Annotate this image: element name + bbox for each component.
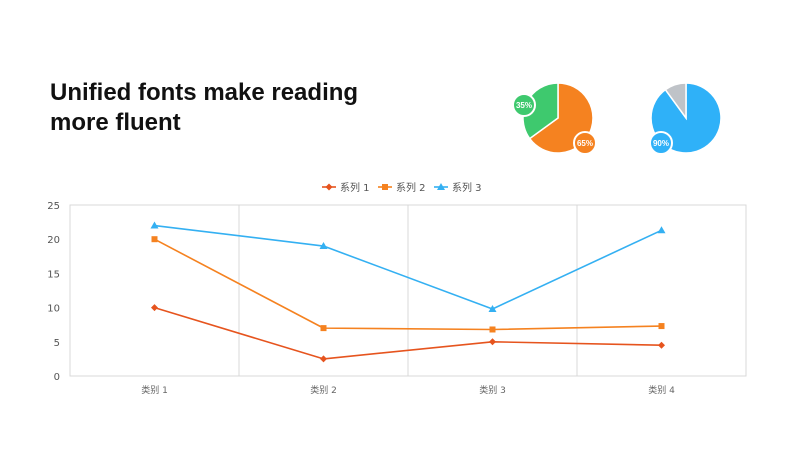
data-point — [151, 304, 158, 312]
pie-label-badge — [649, 131, 673, 155]
data-point — [489, 326, 496, 333]
legend-label: 系列 1 — [340, 181, 370, 194]
pie-slice-label: 65% — [577, 139, 593, 148]
legend-label: 系列 2 — [396, 181, 426, 194]
pie-slice-label: 35% — [516, 101, 532, 110]
data-point — [658, 341, 665, 349]
data-point — [150, 221, 159, 229]
x-tick-label: 类别 2 — [310, 384, 337, 396]
y-tick-label: 25 — [47, 201, 60, 212]
legend-marker — [325, 183, 333, 191]
data-point — [320, 325, 327, 332]
x-tick-label: 类别 4 — [648, 384, 675, 396]
series-line — [154, 238, 662, 331]
y-tick-label: 5 — [54, 338, 60, 349]
data-point — [488, 304, 497, 312]
y-tick-label: 15 — [47, 269, 60, 280]
data-point — [319, 242, 328, 250]
x-tick-label: 类别 3 — [479, 384, 506, 396]
pie-label-badge — [512, 93, 536, 117]
series-line — [154, 306, 662, 360]
series-line — [154, 224, 662, 310]
pie-slice-label: 90% — [653, 139, 669, 148]
pie-slice — [664, 82, 687, 121]
data-point — [658, 323, 665, 330]
y-tick-label: 0 — [54, 372, 60, 383]
legend-marker — [437, 183, 445, 190]
data-point — [320, 355, 327, 363]
slide-title-line-1: Unified fonts make reading — [50, 79, 359, 106]
y-tick-label: 10 — [47, 304, 60, 315]
slide-title: Unified fonts make reading more fluent — [50, 78, 410, 138]
data-point — [657, 226, 666, 234]
data-point — [151, 236, 158, 243]
legend-marker — [382, 184, 388, 190]
data-point — [489, 338, 496, 346]
pie-label-badge — [573, 131, 597, 155]
x-tick-label: 类别 1 — [141, 384, 168, 396]
legend-label: 系列 3 — [452, 181, 482, 194]
slide-title-line-2: more fluent — [50, 109, 181, 136]
y-tick-label: 20 — [47, 235, 60, 246]
